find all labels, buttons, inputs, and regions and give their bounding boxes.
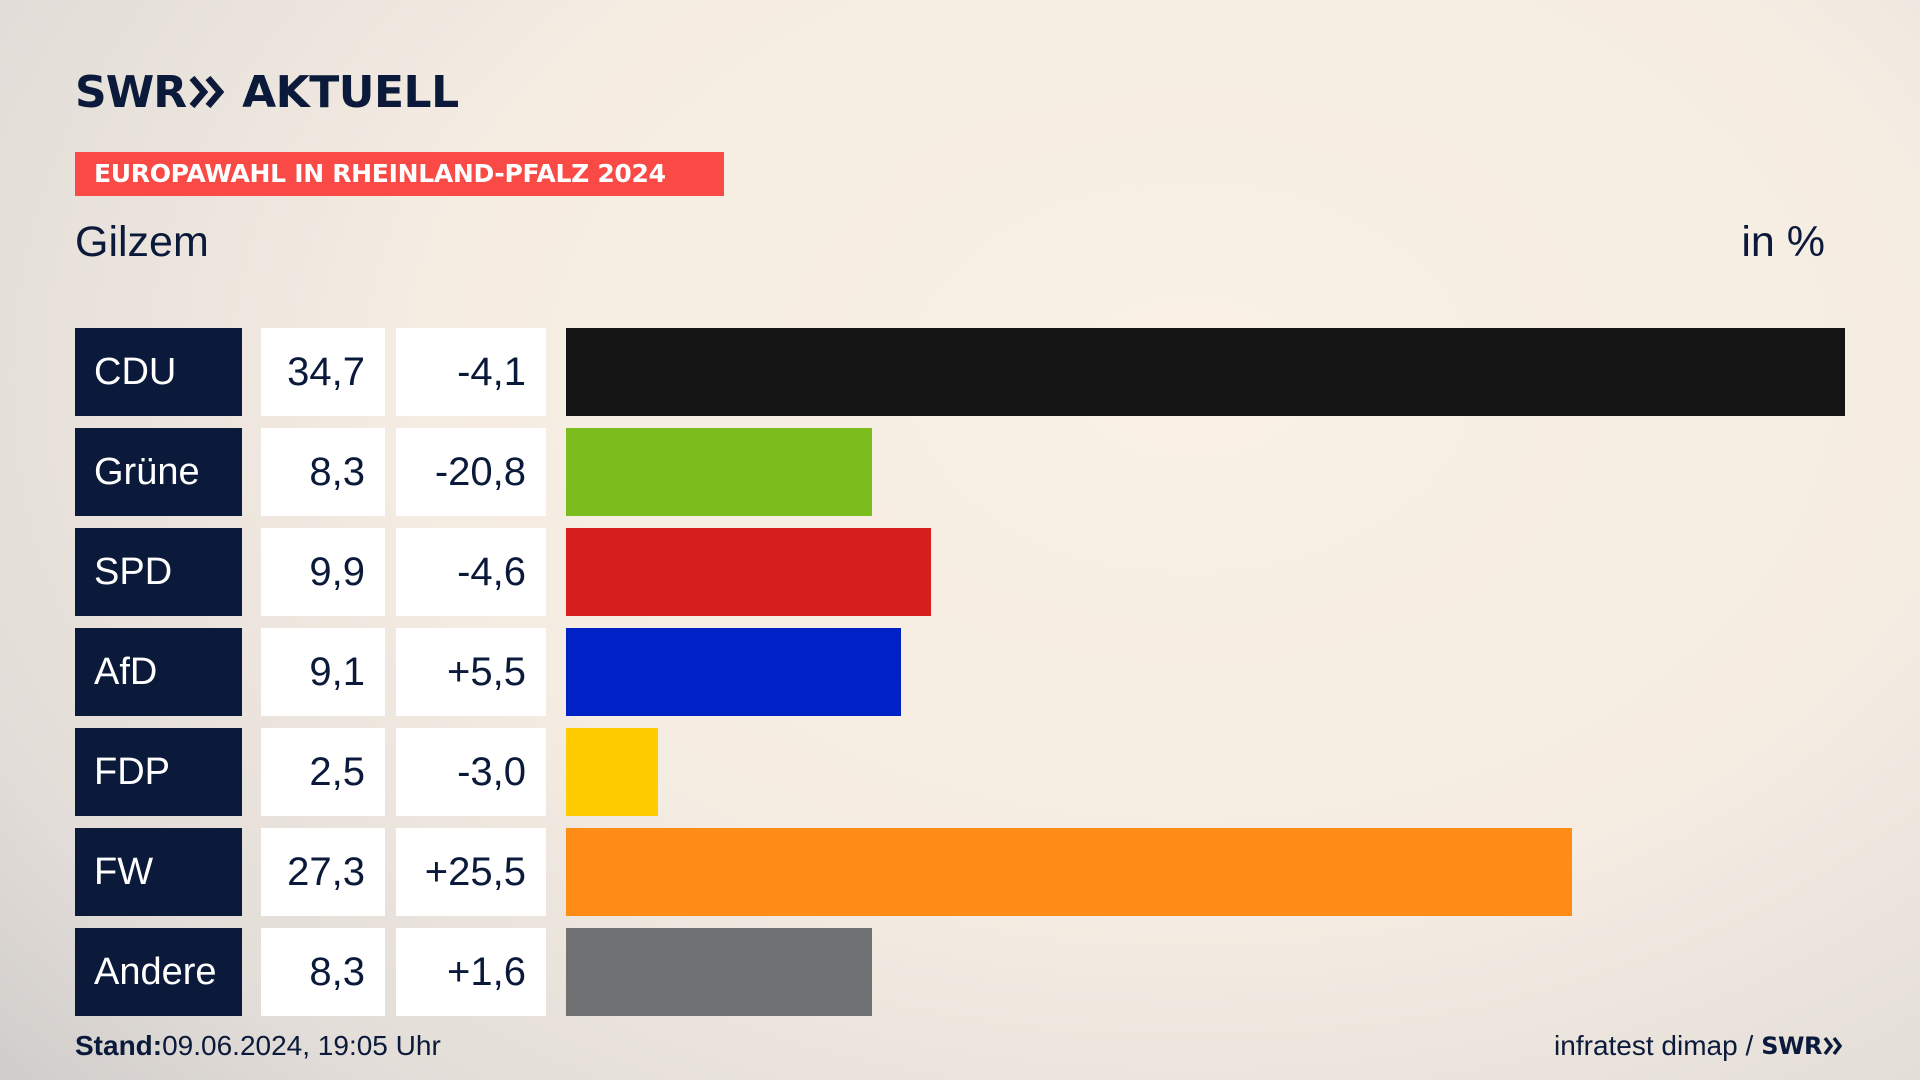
logo-swr-text: SWR <box>75 66 187 118</box>
vote-change-value: +1,6 <box>396 928 546 1016</box>
party-label: CDU <box>75 328 242 416</box>
vote-share-value: 2,5 <box>261 728 385 816</box>
vote-change-value: +5,5 <box>396 628 546 716</box>
footer-double-chevron-icon <box>1823 1036 1843 1056</box>
vote-share-value: 34,7 <box>261 328 385 416</box>
vote-change-value: +25,5 <box>396 828 546 916</box>
vote-share-bar <box>566 428 872 516</box>
party-label: AfD <box>75 628 242 716</box>
result-row: FDP 2,5 -3,0 <box>75 728 1845 816</box>
vote-share-bar <box>566 928 872 1016</box>
timestamp: Stand:09.06.2024, 19:05 Uhr <box>75 1030 441 1062</box>
party-label: Grüne <box>75 428 242 516</box>
election-banner: EUROPAWAHL IN RHEINLAND-PFALZ 2024 <box>75 152 724 196</box>
vote-change-value: -4,1 <box>396 328 546 416</box>
vote-share-bar <box>566 328 1845 416</box>
result-row: FW 27,3 +25,5 <box>75 828 1845 916</box>
vote-share-value: 8,3 <box>261 928 385 1016</box>
results-chart: CDU 34,7 -4,1 Grüne 8,3 -20,8 SPD 9,9 -4,6 AfD 9,1… <box>75 328 1845 1016</box>
result-row: SPD 9,9 -4,6 <box>75 528 1845 616</box>
vote-share-value: 8,3 <box>261 428 385 516</box>
party-label: Andere <box>75 928 242 1016</box>
vote-share-value: 27,3 <box>261 828 385 916</box>
result-row: AfD 9,1 +5,5 <box>75 628 1845 716</box>
vote-share-value: 9,1 <box>261 628 385 716</box>
result-row: CDU 34,7 -4,1 <box>75 328 1845 416</box>
stand-value: 09.06.2024, 19:05 Uhr <box>162 1030 441 1061</box>
swr-aktuell-logo: SWR AKTUELL <box>75 66 459 118</box>
party-label: FW <box>75 828 242 916</box>
footer-swr-logo: SWR <box>1761 1032 1822 1060</box>
source-text: infratest dimap / <box>1554 1030 1754 1061</box>
vote-change-value: -4,6 <box>396 528 546 616</box>
vote-share-bar <box>566 528 931 616</box>
result-row: Andere 8,3 +1,6 <box>75 928 1845 1016</box>
logo-aktuell-text: AKTUELL <box>242 66 459 118</box>
vote-share-value: 9,9 <box>261 528 385 616</box>
stand-label: Stand: <box>75 1030 163 1061</box>
vote-share-bar <box>566 728 658 816</box>
vote-change-value: -20,8 <box>396 428 546 516</box>
party-label: FDP <box>75 728 242 816</box>
vote-share-bar <box>566 828 1572 916</box>
source-credit: infratest dimap / SWR <box>1554 1030 1845 1062</box>
double-chevron-icon <box>189 75 225 109</box>
party-label: SPD <box>75 528 242 616</box>
vote-change-value: -3,0 <box>396 728 546 816</box>
unit-label: in % <box>1741 218 1825 266</box>
result-row: Grüne 8,3 -20,8 <box>75 428 1845 516</box>
place-title: Gilzem <box>75 218 209 266</box>
vote-share-bar <box>566 628 901 716</box>
